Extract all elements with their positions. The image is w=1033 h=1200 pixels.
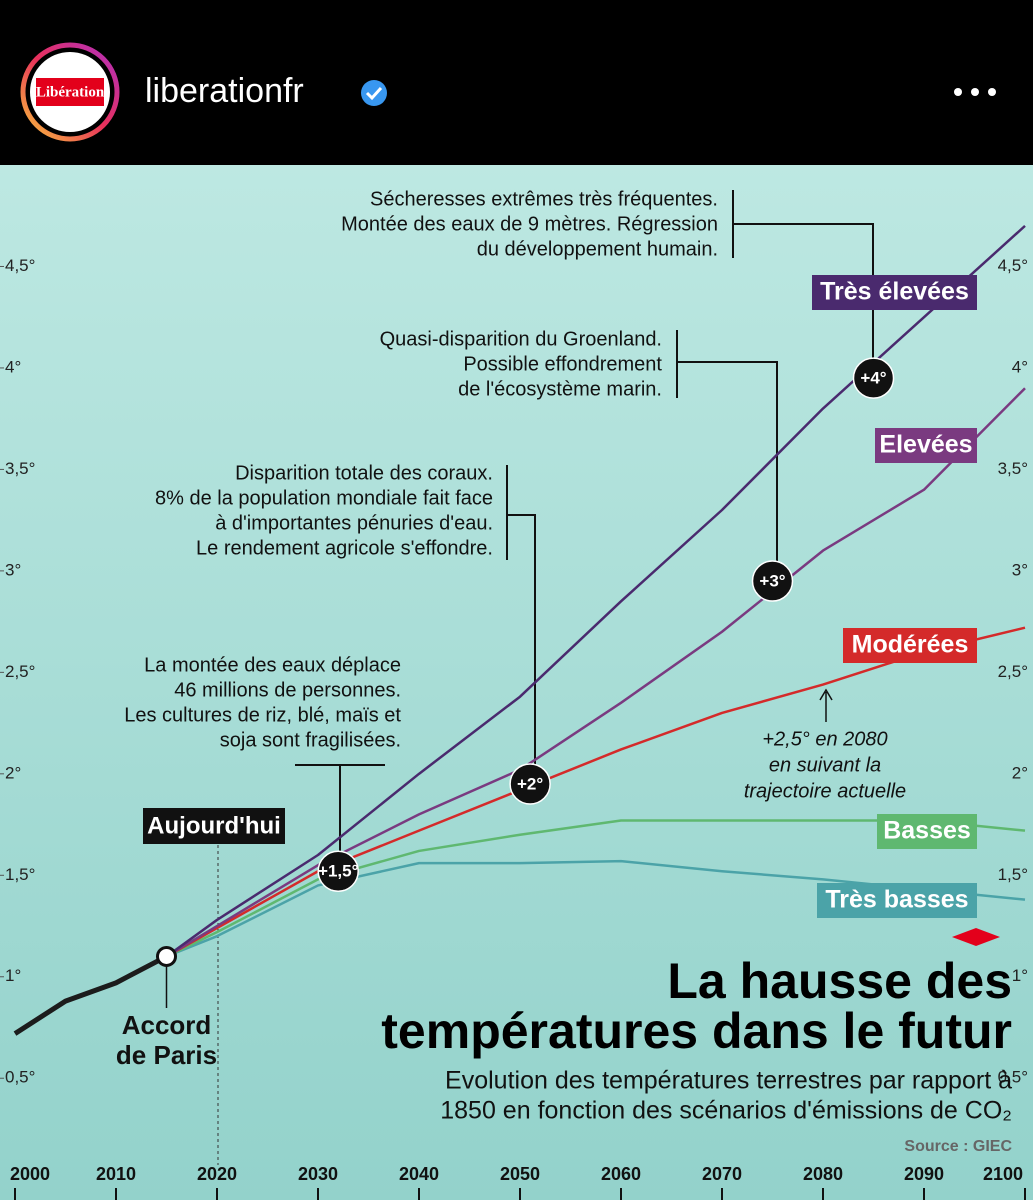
milestone-label: +4° bbox=[860, 369, 886, 388]
y-tick-label: 3° bbox=[5, 560, 21, 579]
y-tick-label: 4° bbox=[1012, 357, 1028, 376]
y-tick-label: 2° bbox=[5, 763, 21, 782]
legend-label: Très basses bbox=[825, 886, 968, 914]
dot bbox=[988, 88, 996, 96]
milestone-label: +2° bbox=[517, 774, 543, 793]
legend-box bbox=[812, 275, 977, 310]
dot bbox=[971, 88, 979, 96]
callout-text: Possible effondrement bbox=[463, 353, 662, 375]
callout-text: du développement humain. bbox=[477, 238, 718, 260]
red-diamond bbox=[952, 928, 1000, 946]
chart-subtitle: Evolution des températures terrestres pa… bbox=[445, 1067, 1012, 1095]
source: Source : GIEC bbox=[904, 1138, 1012, 1155]
callout-text: Disparition totale des coraux. bbox=[235, 462, 493, 484]
y-tick-label: 2° bbox=[1012, 763, 1028, 782]
chart-title: La hausse des bbox=[667, 953, 1012, 1009]
today-box bbox=[143, 808, 285, 844]
y-tick-label: 1,5° bbox=[5, 865, 35, 884]
callout-bracket bbox=[506, 465, 536, 773]
callout-bracket bbox=[676, 330, 778, 572]
callout-bracket bbox=[295, 764, 385, 865]
callout-text: soja sont fragilisées. bbox=[220, 729, 401, 751]
callout-text: 46 millions de personnes. bbox=[174, 679, 401, 701]
x-tick-label: 2060 bbox=[601, 1164, 641, 1184]
x-tick-label: 2090 bbox=[904, 1164, 944, 1184]
callout-text: Les cultures de riz, blé, maïs et bbox=[124, 704, 401, 726]
verified-check bbox=[365, 86, 383, 101]
note-text: trajectoire actuelle bbox=[744, 780, 906, 802]
legend-label: Basses bbox=[883, 817, 971, 845]
legend-box bbox=[843, 628, 977, 663]
y-tick-label: 1° bbox=[1012, 966, 1028, 985]
x-tick-label: 2000 bbox=[10, 1164, 50, 1184]
milestone-marker bbox=[751, 560, 794, 602]
callout-text: Le rendement agricole s'effondre. bbox=[196, 537, 493, 559]
callout-text: La montée des eaux déplace bbox=[144, 654, 401, 676]
y-tick-label: 1° bbox=[5, 966, 21, 985]
logo-text: Libération bbox=[36, 84, 105, 100]
callout-text: Sécheresses extrêmes très fréquentes. bbox=[370, 188, 718, 210]
chart-subtitle: 1850 en fonction des scénarios d'émissio… bbox=[440, 1097, 1012, 1125]
y-tick-label: 3,5° bbox=[998, 459, 1028, 478]
header-bar bbox=[0, 0, 1033, 165]
milestone-label: +3° bbox=[759, 572, 785, 591]
legend-label: Modérées bbox=[852, 631, 969, 659]
milestone-marker bbox=[317, 850, 359, 892]
avatar-ring[interactable] bbox=[20, 42, 120, 142]
y-tick-label: 3° bbox=[1012, 560, 1028, 579]
milestone-label: +1,5° bbox=[318, 862, 359, 881]
y-tick-label: 4° bbox=[5, 357, 21, 376]
legend-box bbox=[877, 814, 977, 849]
callout-text: de l'écosystème marin. bbox=[458, 378, 662, 400]
x-tick-label: 2070 bbox=[702, 1164, 742, 1184]
series-line bbox=[165, 819, 1026, 958]
y-tick-label: 2,5° bbox=[5, 662, 35, 681]
x-tick-label: 2040 bbox=[399, 1164, 439, 1184]
y-tick-label: 1,5° bbox=[998, 865, 1028, 884]
chart-title: températures dans le futur bbox=[381, 1003, 1012, 1059]
legend-box bbox=[875, 428, 977, 463]
paris-label: Accord bbox=[122, 1010, 212, 1040]
legend-label: Elevées bbox=[879, 431, 972, 459]
callout-text: à d'importantes pénuries d'eau. bbox=[215, 512, 493, 534]
y-tick-label: 2,5° bbox=[998, 662, 1028, 681]
note-arrow bbox=[819, 688, 833, 722]
x-tick-label: 2020 bbox=[197, 1164, 237, 1184]
callout-text: Montée des eaux de 9 mètres. Régression bbox=[341, 213, 718, 235]
x-tick-label: 2080 bbox=[803, 1164, 843, 1184]
note-text: +2,5° en 2080 bbox=[762, 728, 887, 750]
x-tick-label: 2050 bbox=[500, 1164, 540, 1184]
more-button[interactable] bbox=[954, 88, 996, 96]
paris-label: de Paris bbox=[116, 1040, 217, 1070]
series-line bbox=[165, 626, 1026, 958]
y-tick-label: 4,5° bbox=[998, 256, 1028, 275]
series-line bbox=[165, 387, 1026, 958]
callout-text: 8% de la population mondiale fait face bbox=[155, 487, 493, 509]
x-tick-label: 2100 bbox=[983, 1164, 1023, 1184]
y-tick-label: 4,5° bbox=[5, 256, 35, 275]
note-text: en suivant la bbox=[769, 754, 881, 776]
today-label: Aujourd'hui bbox=[147, 812, 281, 839]
milestone-marker bbox=[852, 357, 895, 399]
y-tick-label: 0,5° bbox=[998, 1068, 1028, 1087]
paris-point bbox=[156, 945, 177, 967]
series-line bbox=[13, 954, 168, 1036]
x-tick-label: 2030 bbox=[298, 1164, 338, 1184]
dot bbox=[954, 88, 962, 96]
logo-box bbox=[36, 78, 104, 106]
x-tick-label: 2010 bbox=[96, 1164, 136, 1184]
y-tick-label: 0,5° bbox=[5, 1068, 35, 1087]
legend-label: Très élevées bbox=[820, 278, 969, 306]
chart: 0,5° 0,5° 1° 1° 1,5° 1,5° 2° 2° 2,5° 2,5° 3° 3° 3,5°… bbox=[0, 188, 1028, 1200]
callout-text: Quasi-disparition du Groenland. bbox=[380, 328, 662, 350]
username[interactable]: liberationfr bbox=[145, 72, 304, 110]
verified-badge bbox=[361, 80, 387, 106]
y-tick-label: 3,5° bbox=[5, 459, 35, 478]
callout-bracket bbox=[732, 190, 874, 365]
legend-box bbox=[817, 883, 977, 918]
milestone-marker bbox=[509, 763, 551, 805]
chart-background bbox=[0, 165, 1033, 1200]
